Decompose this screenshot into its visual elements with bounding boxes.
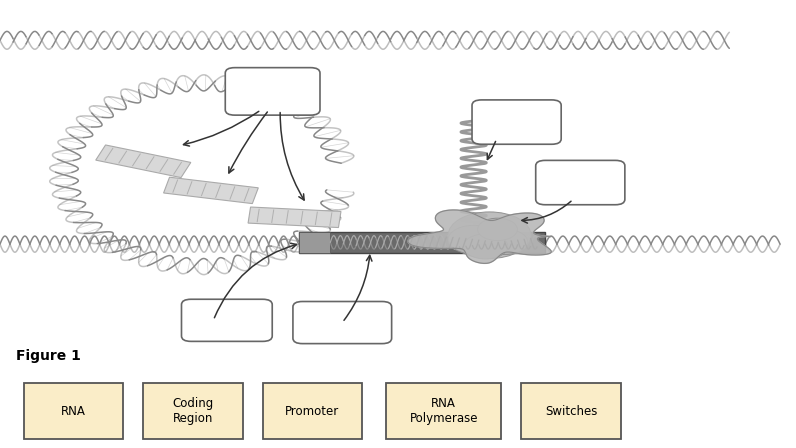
Polygon shape bbox=[408, 210, 552, 263]
Circle shape bbox=[448, 225, 499, 254]
FancyBboxPatch shape bbox=[164, 177, 258, 203]
FancyBboxPatch shape bbox=[293, 302, 392, 344]
FancyBboxPatch shape bbox=[24, 383, 123, 439]
FancyBboxPatch shape bbox=[521, 383, 621, 439]
Circle shape bbox=[448, 212, 531, 258]
Text: RNA
Polymerase: RNA Polymerase bbox=[409, 397, 478, 425]
FancyBboxPatch shape bbox=[386, 383, 501, 439]
Text: Figure 1: Figure 1 bbox=[16, 349, 81, 363]
FancyBboxPatch shape bbox=[472, 100, 561, 144]
Text: Coding
Region: Coding Region bbox=[173, 397, 213, 425]
Circle shape bbox=[478, 218, 517, 241]
FancyBboxPatch shape bbox=[225, 68, 320, 115]
FancyBboxPatch shape bbox=[96, 145, 191, 177]
FancyBboxPatch shape bbox=[263, 383, 362, 439]
Text: Promoter: Promoter bbox=[285, 405, 340, 418]
Text: RNA: RNA bbox=[61, 405, 86, 418]
FancyBboxPatch shape bbox=[248, 207, 341, 228]
Text: Switches: Switches bbox=[545, 405, 597, 418]
FancyBboxPatch shape bbox=[536, 160, 625, 205]
Circle shape bbox=[483, 229, 528, 254]
FancyBboxPatch shape bbox=[143, 383, 243, 439]
Circle shape bbox=[463, 234, 508, 259]
FancyBboxPatch shape bbox=[298, 232, 330, 253]
FancyBboxPatch shape bbox=[181, 299, 272, 341]
FancyBboxPatch shape bbox=[298, 232, 545, 253]
